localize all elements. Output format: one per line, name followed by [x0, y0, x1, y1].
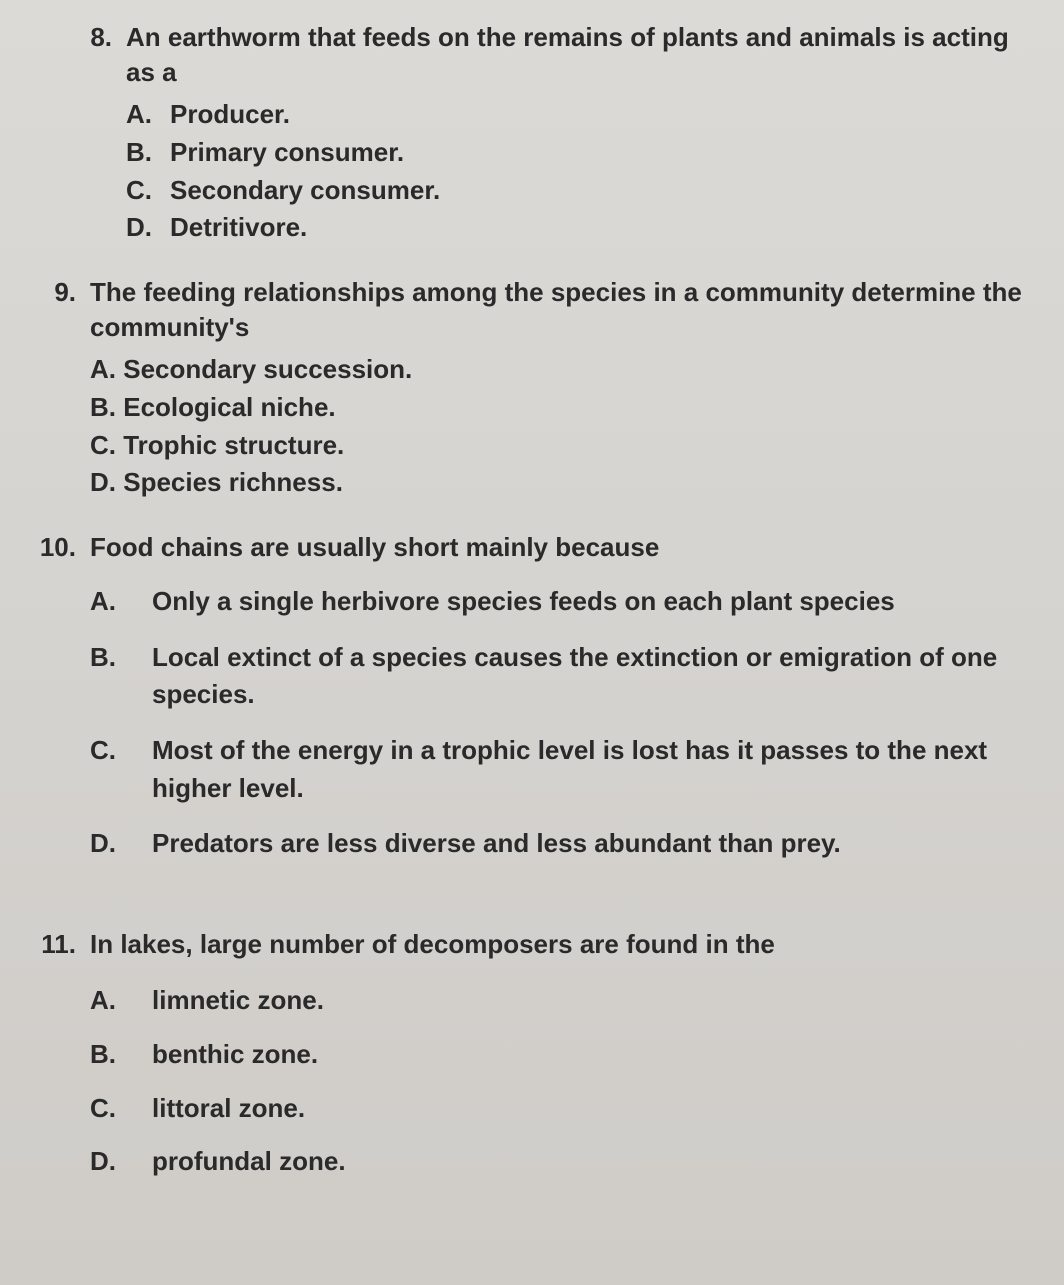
worksheet-page: 8. An earthworm that feeds on the remain…	[0, 0, 1064, 1285]
question-number: 9.	[30, 275, 90, 310]
option-letter: D.	[126, 209, 170, 247]
option-letter: B.	[90, 1036, 152, 1074]
option-text: D. Species richness.	[90, 464, 1034, 502]
option-b: B. Ecological niche.	[90, 389, 1034, 427]
option-d: D. Species richness.	[90, 464, 1034, 502]
option-text: Predators are less diverse and less abun…	[152, 825, 1034, 863]
options-list: A. Secondary succession. B. Ecological n…	[90, 351, 1034, 502]
question-9: 9. The feeding relationships among the s…	[30, 275, 1034, 502]
option-a: A. Only a single herbivore species feeds…	[90, 583, 1034, 621]
option-text: benthic zone.	[152, 1036, 1034, 1074]
option-d: D. profundal zone.	[90, 1143, 1034, 1181]
option-letter: C.	[90, 732, 152, 770]
options-list: A. limnetic zone. B. benthic zone. C. li…	[90, 982, 1034, 1181]
option-letter: D.	[90, 825, 152, 863]
question-number: 8.	[80, 20, 126, 55]
question-number: 10.	[30, 530, 90, 565]
option-d: D. Detritivore.	[126, 209, 1034, 247]
option-text: Most of the energy in a trophic level is…	[152, 732, 1034, 807]
option-a: A. Producer.	[126, 96, 1034, 134]
option-c: C. littoral zone.	[90, 1090, 1034, 1128]
option-text: B. Ecological niche.	[90, 389, 1034, 427]
option-d: D. Predators are less diverse and less a…	[90, 825, 1034, 863]
question-number: 11.	[30, 927, 90, 962]
option-text: C. Trophic structure.	[90, 427, 1034, 465]
option-text: A. Secondary succession.	[90, 351, 1034, 389]
option-letter: A.	[90, 583, 152, 621]
question-11: 11. In lakes, large number of decomposer…	[30, 927, 1034, 1197]
options-list: A. Only a single herbivore species feeds…	[90, 583, 1034, 863]
option-c: C. Most of the energy in a trophic level…	[90, 732, 1034, 807]
question-10: 10. Food chains are usually short mainly…	[30, 530, 1034, 881]
option-b: B. Local extinct of a species causes the…	[90, 639, 1034, 714]
option-letter: A.	[126, 96, 170, 134]
option-c: C. Secondary consumer.	[126, 172, 1034, 210]
question-8: 8. An earthworm that feeds on the remain…	[30, 20, 1034, 247]
option-text: Local extinct of a species causes the ex…	[152, 639, 1034, 714]
option-text: Secondary consumer.	[170, 172, 1034, 210]
option-letter: B.	[90, 639, 152, 677]
option-letter: C.	[126, 172, 170, 210]
option-text: limnetic zone.	[152, 982, 1034, 1020]
option-letter: D.	[90, 1143, 152, 1181]
option-text: Only a single herbivore species feeds on…	[152, 583, 1034, 621]
option-text: littoral zone.	[152, 1090, 1034, 1128]
option-c: C. Trophic structure.	[90, 427, 1034, 465]
question-stem: Food chains are usually short mainly bec…	[90, 530, 1034, 565]
question-stem: The feeding relationships among the spec…	[90, 275, 1034, 345]
options-list: A. Producer. B. Primary consumer. C. Sec…	[126, 96, 1034, 247]
option-text: profundal zone.	[152, 1143, 1034, 1181]
option-b: B. benthic zone.	[90, 1036, 1034, 1074]
option-a: A. limnetic zone.	[90, 982, 1034, 1020]
option-letter: A.	[90, 982, 152, 1020]
question-stem: An earthworm that feeds on the remains o…	[126, 20, 1034, 90]
option-text: Producer.	[170, 96, 1034, 134]
option-b: B. Primary consumer.	[126, 134, 1034, 172]
option-letter: C.	[90, 1090, 152, 1128]
option-text: Detritivore.	[170, 209, 1034, 247]
option-a: A. Secondary succession.	[90, 351, 1034, 389]
question-stem: In lakes, large number of decomposers ar…	[90, 927, 1034, 962]
option-letter: B.	[126, 134, 170, 172]
option-text: Primary consumer.	[170, 134, 1034, 172]
